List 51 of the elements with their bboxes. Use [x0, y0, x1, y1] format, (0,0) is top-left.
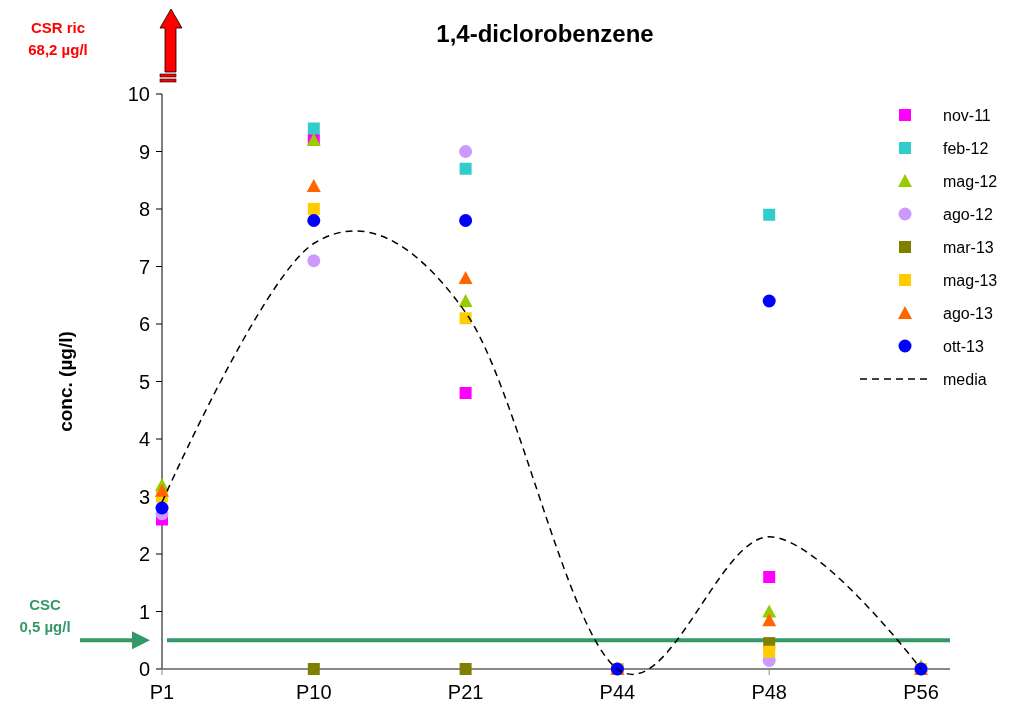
legend-label: ago-13 [943, 304, 993, 322]
y-tick-label: 6 [138, 313, 150, 335]
point [763, 208, 776, 221]
point [155, 483, 169, 497]
point [763, 571, 776, 583]
point [307, 663, 320, 675]
legend-label: mag-13 [943, 271, 998, 289]
legend-label: ago-12 [943, 205, 993, 223]
y-tick-label: 9 [138, 140, 150, 163]
legend-label: feb-12 [943, 139, 989, 157]
point [155, 501, 169, 515]
ref-line-label: CSC 0,5 µg/l [19, 596, 71, 636]
y-tick-label: 8 [138, 198, 150, 220]
legend-label: ott-13 [943, 337, 985, 355]
y-axis-title: conc. (µg/l) [55, 331, 76, 432]
y-tick-label: 5 [138, 370, 150, 393]
point [762, 294, 776, 308]
x-tick-label: P48 [751, 681, 787, 703]
point [459, 663, 472, 675]
y-tick-label: 4 [138, 428, 150, 450]
text: CSR ric 68,2 µg/l [28, 19, 88, 58]
x-tick-label: P56 [903, 681, 939, 703]
point [458, 271, 473, 284]
y-tick-label: 0 [138, 658, 150, 680]
legend-label: media [943, 370, 987, 388]
x-tick-label: P44 [599, 681, 636, 703]
point [459, 214, 473, 227]
chart-title: 1,4-diclorobenzene [436, 20, 654, 47]
point [763, 645, 776, 658]
point [306, 179, 321, 192]
legend-label: mar-13 [943, 238, 994, 256]
point [762, 613, 777, 627]
point [307, 203, 320, 215]
point [459, 312, 472, 325]
point [459, 162, 472, 175]
y-tick-label: 10 [127, 83, 150, 105]
y-tick-label: 7 [138, 255, 150, 278]
point [307, 214, 321, 227]
legend-label: nov-11 [943, 106, 991, 124]
x-tick-label: P10 [296, 681, 332, 703]
point [307, 122, 320, 135]
y-tick-label: 3 [138, 485, 150, 508]
y-tick-label: 2 [138, 543, 150, 565]
x-tick-label: P21 [447, 681, 484, 703]
y-tick-label: 1 [138, 600, 150, 623]
point [459, 145, 473, 158]
point [307, 254, 321, 268]
point [459, 387, 472, 399]
legend-label: mag-12 [943, 172, 998, 190]
x-tick-label: P1 [149, 681, 175, 703]
point [458, 294, 473, 307]
